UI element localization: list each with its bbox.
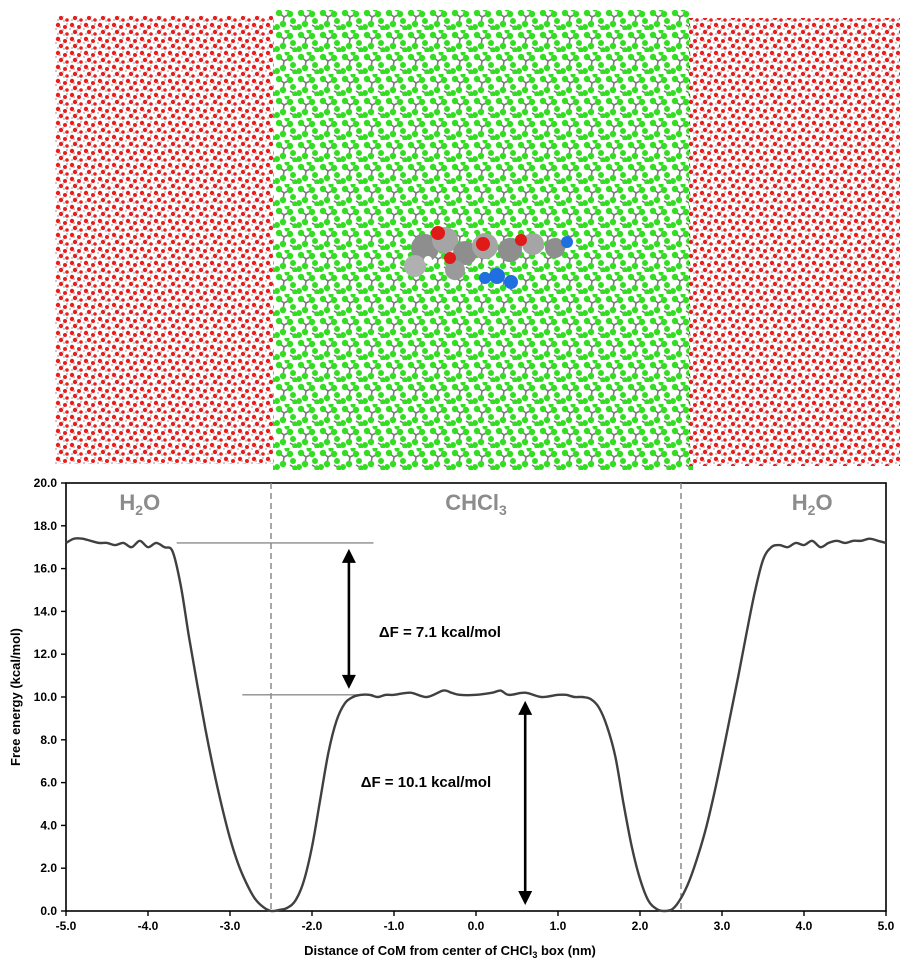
region-label-main: H (792, 490, 808, 515)
x-tick-label: 0.0 (468, 919, 485, 933)
y-axis-ticks: 0.0 2.0 4.0 6.0 8.0 10.0 12.0 14.0 16.0 18.0 20.0 (34, 476, 66, 918)
region-label: H2O (792, 490, 833, 518)
y-tick-label: 16.0 (34, 562, 58, 576)
arrow-head-up (518, 700, 533, 715)
plot-frame (65, 482, 887, 912)
x-tick-label: 2.0 (632, 919, 649, 933)
x-axis-title-main: Distance of CoM from center of CHCl (304, 943, 532, 958)
region-label: H2O (119, 490, 160, 518)
x-tick-label: 3.0 (714, 919, 731, 933)
x-tick-label: -3.0 (220, 919, 241, 933)
region-label-tail: O (815, 490, 832, 515)
x-tick-label: -5.0 (56, 919, 77, 933)
region-label-sub: 2 (808, 502, 816, 518)
x-axis-ticks: -5.0 -4.0 -3.0 -2.0 -1.0 0.0 1.0 2.0 3.0 4.0 5.0 (56, 911, 895, 933)
x-tick-label: -1.0 (384, 919, 405, 933)
y-tick-label: 14.0 (34, 604, 58, 618)
arrow-head-down (341, 674, 356, 689)
y-tick-label: 2.0 (40, 861, 57, 875)
y-tick-label: 4.0 (40, 818, 57, 832)
axes (65, 482, 887, 912)
region-label: CHCl3 (445, 490, 507, 518)
region-label-sub: 2 (135, 502, 143, 518)
x-tick-label: 5.0 (878, 919, 895, 933)
delta-f-label: ΔF = 10.1 kcal/mol (361, 774, 491, 791)
region-label-main: H (119, 490, 135, 515)
annotations: ΔF = 7.1 kcal/mol ΔF = 10.1 kcal/mol (341, 548, 533, 905)
y-tick-label: 12.0 (34, 647, 58, 661)
interface-lines (270, 483, 682, 911)
y-tick-label: 8.0 (40, 733, 57, 747)
y-tick-label: 10.0 (34, 690, 58, 704)
reference-lines (176, 542, 374, 696)
solute-molecule (404, 226, 573, 289)
region-label-main: CHCl (445, 490, 499, 515)
x-axis-title-tail: box (nm) (537, 943, 596, 958)
delta-f-label: ΔF = 7.1 kcal/mol (379, 624, 501, 641)
region-label-sub: 3 (499, 502, 507, 518)
x-tick-label: 1.0 (550, 919, 567, 933)
y-tick-label: 20.0 (34, 476, 58, 490)
x-axis-title-sub: 3 (532, 950, 537, 959)
x-tick-label: 4.0 (796, 919, 813, 933)
y-tick-label: 6.0 (40, 776, 57, 790)
y-axis-title: Free energy (kcal/mol) (8, 628, 23, 766)
arrow-head-up (341, 548, 356, 563)
y-tick-label: 18.0 (34, 519, 58, 533)
free-energy-curve (65, 537, 887, 913)
free-energy-chart: 0.0 2.0 4.0 6.0 8.0 10.0 12.0 14.0 16.0 18.0 2 0.0 … (8, 476, 895, 959)
arrow-head-down (518, 891, 533, 905)
x-tick-label: -4.0 (138, 919, 159, 933)
x-tick-label: -2.0 (302, 919, 323, 933)
water-slab-right (689, 18, 900, 466)
region-label-tail: O (143, 490, 160, 515)
water-slab-left (55, 16, 277, 464)
x-axis-title: Distance of CoM from center of CHCl3 box… (304, 943, 596, 959)
y-tick-label: 0.0 (40, 904, 57, 918)
molecular-snapshot (55, 10, 900, 470)
region-labels: H2O CHCl3 H2O (119, 490, 832, 518)
